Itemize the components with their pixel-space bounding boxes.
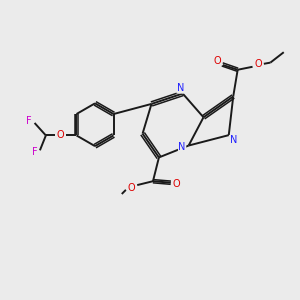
Text: O: O — [172, 179, 180, 189]
Text: F: F — [32, 147, 38, 157]
Text: N: N — [230, 136, 237, 146]
Text: F: F — [26, 116, 32, 127]
Text: O: O — [56, 130, 64, 140]
Text: O: O — [127, 183, 135, 193]
Text: O: O — [213, 56, 221, 66]
Text: N: N — [178, 142, 186, 152]
Text: N: N — [177, 83, 184, 93]
Text: O: O — [255, 59, 262, 69]
